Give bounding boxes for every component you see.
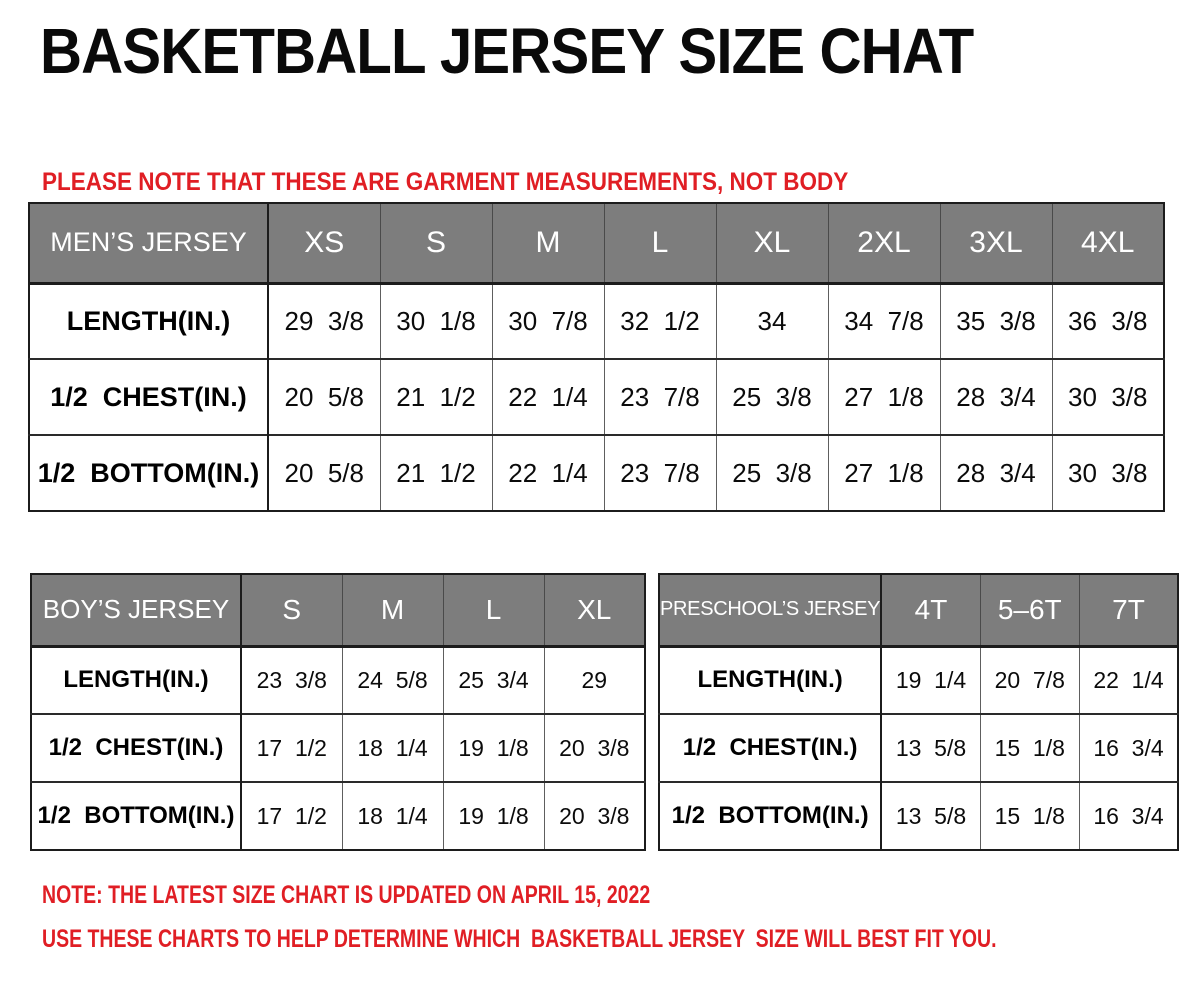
measurement-value-cell: 20 3/8 (543, 713, 646, 783)
header-row: BOY’S JERSEY S M L XL (30, 573, 646, 648)
preschools-jersey-size-table: PRESCHOOL’S JERSEY 4T 5–6T 7T LENGTH(IN.) 19 … (658, 573, 1180, 851)
measurement-value-cell: 18 1/4 (341, 713, 444, 783)
measurement-value-cell: 23 7/8 (603, 434, 717, 512)
row-label-cell: LENGTH(IN.) (658, 645, 883, 715)
table-row: 1/2 CHEST(IN.) 20 5/8 21 1/2 22 1/4 23 7/8 25… (28, 358, 1165, 436)
measurement-value-cell: 25 3/8 (715, 358, 829, 436)
table-title-cell: MEN’S JERSEY (28, 202, 269, 285)
measurement-value-cell: 29 (543, 645, 646, 715)
measurement-value-cell: 15 1/8 (979, 713, 1080, 783)
measurement-value-cell: 16 3/4 (1078, 713, 1179, 783)
size-header-cell: L (442, 573, 545, 648)
measurement-value-cell: 22 1/4 (1078, 645, 1179, 715)
header-row: MEN’S JERSEY XS S M L XL 2XL 3XL 4XL (28, 202, 1165, 285)
boy-jersey-table: BOY’S JERSEY S M L XL LENGTH(IN.) 23 3/8 24 5/8… (30, 573, 646, 851)
measurement-value-cell: 28 3/4 (939, 434, 1053, 512)
measurement-value-cell: 30 3/8 (1051, 358, 1165, 436)
table-row: 1/2 CHEST(IN.) 13 5/8 15 1/8 16 3/4 (658, 713, 1179, 783)
measurement-value-cell: 29 3/8 (267, 282, 381, 360)
measurement-value-cell: 34 7/8 (827, 282, 941, 360)
size-header-cell: M (341, 573, 444, 648)
measurement-value-cell: 23 3/8 (240, 645, 343, 715)
row-label-cell: 1/2 CHEST(IN.) (658, 713, 883, 783)
men-jersey-table: MEN’S JERSEY XS S M L XL 2XL 3XL 4XL LENGTH(IN.) 2… (28, 202, 1165, 512)
size-header-cell: XL (715, 202, 829, 285)
size-header-cell: 4T (880, 573, 981, 648)
measurement-value-cell: 19 1/8 (442, 713, 545, 783)
row-label-cell: 1/2 CHEST(IN.) (30, 713, 242, 783)
table-row: LENGTH(IN.) 29 3/8 30 1/8 30 7/8 32 1/2 34 34 … (28, 282, 1165, 360)
measurement-value-cell: 20 5/8 (267, 434, 381, 512)
measurement-value-cell: 25 3/8 (715, 434, 829, 512)
measurement-value-cell: 19 1/4 (880, 645, 981, 715)
measurement-value-cell: 21 1/2 (379, 358, 493, 436)
measurement-value-cell: 20 7/8 (979, 645, 1080, 715)
size-header-cell: L (603, 202, 717, 285)
page-title: BASKETBALL JERSEY SIZE CHAT (40, 15, 974, 87)
measurement-value-cell: 18 1/4 (341, 781, 444, 851)
measurement-value-cell: 30 1/8 (379, 282, 493, 360)
header-row: PRESCHOOL’S JERSEY 4T 5–6T 7T (658, 573, 1179, 648)
measurement-value-cell: 13 5/8 (880, 713, 981, 783)
table-row: 1/2 BOTTOM(IN.) 17 1/2 18 1/4 19 1/8 20 3/8 (30, 781, 646, 851)
table-title-cell: BOY’S JERSEY (30, 573, 242, 648)
measurement-value-cell: 30 3/8 (1051, 434, 1165, 512)
measurement-value-cell: 20 5/8 (267, 358, 381, 436)
row-label-cell: 1/2 BOTTOM(IN.) (28, 434, 269, 512)
size-header-cell: 7T (1078, 573, 1179, 648)
size-header-cell: S (379, 202, 493, 285)
preschool-jersey-table: PRESCHOOL’S JERSEY 4T 5–6T 7T LENGTH(IN.) 19 … (658, 573, 1180, 851)
measurement-value-cell: 24 5/8 (341, 645, 444, 715)
measurement-value-cell: 19 1/8 (442, 781, 545, 851)
size-header-cell: 4XL (1051, 202, 1165, 285)
measurement-value-cell: 35 3/8 (939, 282, 1053, 360)
row-label-cell: 1/2 BOTTOM(IN.) (30, 781, 242, 851)
update-date-note: NOTE: THE LATEST SIZE CHART IS UPDATED O… (42, 881, 651, 909)
measurement-value-cell: 17 1/2 (240, 781, 343, 851)
measurement-value-cell: 22 1/4 (491, 434, 605, 512)
size-header-cell: 5–6T (979, 573, 1080, 648)
mens-jersey-size-table: MEN’S JERSEY XS S M L XL 2XL 3XL 4XL LENGTH(IN.) 2… (28, 202, 1165, 512)
measurement-value-cell: 15 1/8 (979, 781, 1080, 851)
measurement-value-cell: 32 1/2 (603, 282, 717, 360)
size-header-cell: XS (267, 202, 381, 285)
measurement-value-cell: 25 3/4 (442, 645, 545, 715)
table-row: 1/2 CHEST(IN.) 17 1/2 18 1/4 19 1/8 20 3/8 (30, 713, 646, 783)
row-label-cell: LENGTH(IN.) (30, 645, 242, 715)
measurement-value-cell: 36 3/8 (1051, 282, 1165, 360)
measurement-value-cell: 20 3/8 (543, 781, 646, 851)
measurement-value-cell: 27 1/8 (827, 434, 941, 512)
size-header-cell: S (240, 573, 343, 648)
measurement-value-cell: 17 1/2 (240, 713, 343, 783)
boys-jersey-size-table: BOY’S JERSEY S M L XL LENGTH(IN.) 23 3/8 24 5/8… (30, 573, 646, 851)
table-row: LENGTH(IN.) 23 3/8 24 5/8 25 3/4 29 (30, 645, 646, 715)
table-row: 1/2 BOTTOM(IN.) 13 5/8 15 1/8 16 3/4 (658, 781, 1179, 851)
table-row: LENGTH(IN.) 19 1/4 20 7/8 22 1/4 (658, 645, 1179, 715)
row-label-cell: 1/2 CHEST(IN.) (28, 358, 269, 436)
size-header-cell: 2XL (827, 202, 941, 285)
table-title-cell: PRESCHOOL’S JERSEY (658, 573, 883, 648)
garment-note-line-1: PLEASE NOTE THAT THESE ARE GARMENT MEASU… (42, 168, 849, 196)
measurement-value-cell: 16 3/4 (1078, 781, 1179, 851)
size-header-cell: M (491, 202, 605, 285)
measurement-value-cell: 28 3/4 (939, 358, 1053, 436)
fit-help-note: USE THESE CHARTS TO HELP DETERMINE WHICH… (42, 925, 997, 953)
measurement-value-cell: 27 1/8 (827, 358, 941, 436)
measurement-value-cell: 22 1/4 (491, 358, 605, 436)
measurement-value-cell: 21 1/2 (379, 434, 493, 512)
row-label-cell: LENGTH(IN.) (28, 282, 269, 360)
measurement-value-cell: 30 7/8 (491, 282, 605, 360)
row-label-cell: 1/2 BOTTOM(IN.) (658, 781, 883, 851)
measurement-value-cell: 23 7/8 (603, 358, 717, 436)
size-header-cell: XL (543, 573, 646, 648)
measurement-value-cell: 13 5/8 (880, 781, 981, 851)
table-row: 1/2 BOTTOM(IN.) 20 5/8 21 1/2 22 1/4 23 7/8 2… (28, 434, 1165, 512)
measurement-value-cell: 34 (715, 282, 829, 360)
size-header-cell: 3XL (939, 202, 1053, 285)
